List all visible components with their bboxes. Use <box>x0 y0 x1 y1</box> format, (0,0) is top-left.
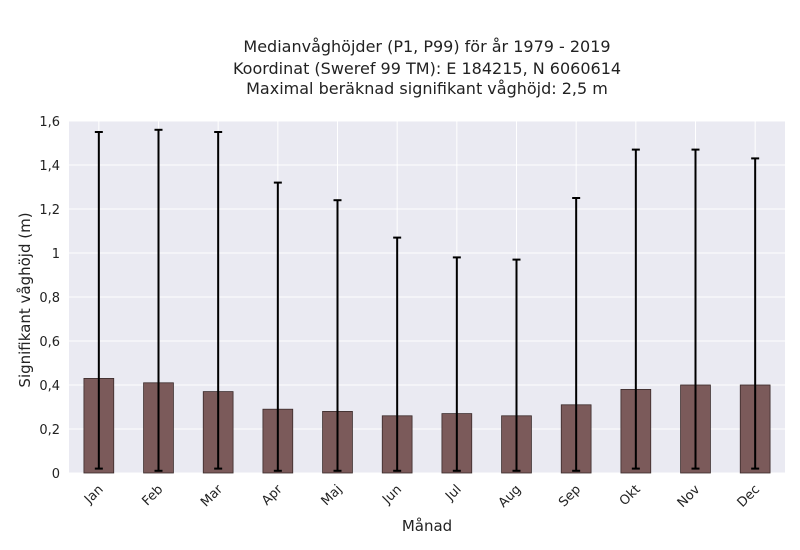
x-tick-label-jan: Jan <box>81 482 106 507</box>
error-bar-apr <box>273 181 282 472</box>
x-tick-label-nov: Nov <box>675 482 704 511</box>
error-bar-maj <box>333 199 342 472</box>
chart-title-line-3: Maximal beräknad signifikant våghöjd: 2,… <box>246 79 608 98</box>
y-tick-label: 1 <box>52 247 60 262</box>
error-bar-okt <box>631 148 640 470</box>
error-bar-feb <box>154 128 163 472</box>
x-tick-label-dec: Dec <box>735 482 763 510</box>
error-bars <box>94 128 760 472</box>
y-tick-label: 0,2 <box>39 423 60 438</box>
y-tick-label: 1,6 <box>39 115 60 130</box>
y-tick-label: 1,4 <box>39 159 60 174</box>
error-bar-mar <box>214 131 223 470</box>
y-tick-label: 0,6 <box>39 335 60 350</box>
y-axis-label: Signifikant våghöjd (m) <box>16 212 34 387</box>
y-tick-label: 1,2 <box>39 203 60 218</box>
error-bar-aug <box>512 258 521 472</box>
x-tick-label-mar: Mar <box>198 482 226 510</box>
y-tick-label: 0,4 <box>39 379 60 394</box>
y-tick-label: 0 <box>52 467 60 482</box>
y-tick-labels: 0 0,2 0,4 0,6 0,8 1 1,2 1,4 1,6 <box>39 115 60 482</box>
x-tick-labels: Jan Feb Mar Apr Maj Jun Jul Aug Sep Okt Nov Dec <box>81 482 763 511</box>
x-axis-label: Månad <box>402 517 452 535</box>
chart-title-line-1: Medianvåghöjder (P1, P99) för år 1979 - … <box>243 37 610 56</box>
x-tick-label-maj: Maj <box>319 482 346 509</box>
x-tick-label-okt: Okt <box>617 482 644 509</box>
x-tick-label-aug: Aug <box>496 482 525 511</box>
x-tick-label-feb: Feb <box>139 482 166 509</box>
error-bar-jun <box>393 236 402 472</box>
chart-title-line-2: Koordinat (Sweref 99 TM): E 184215, N 60… <box>233 59 621 78</box>
error-bar-jan <box>94 131 103 470</box>
x-tick-label-apr: Apr <box>259 482 286 509</box>
error-bar-dec <box>751 157 760 470</box>
error-bar-jul <box>452 256 461 472</box>
x-tick-label-jun: Jun <box>379 482 405 508</box>
error-bar-nov <box>691 148 700 470</box>
y-tick-label: 0,8 <box>39 291 60 306</box>
x-tick-label-sep: Sep <box>556 482 584 510</box>
x-tick-label-jul: Jul <box>442 482 464 504</box>
error-bar-sep <box>572 197 581 472</box>
